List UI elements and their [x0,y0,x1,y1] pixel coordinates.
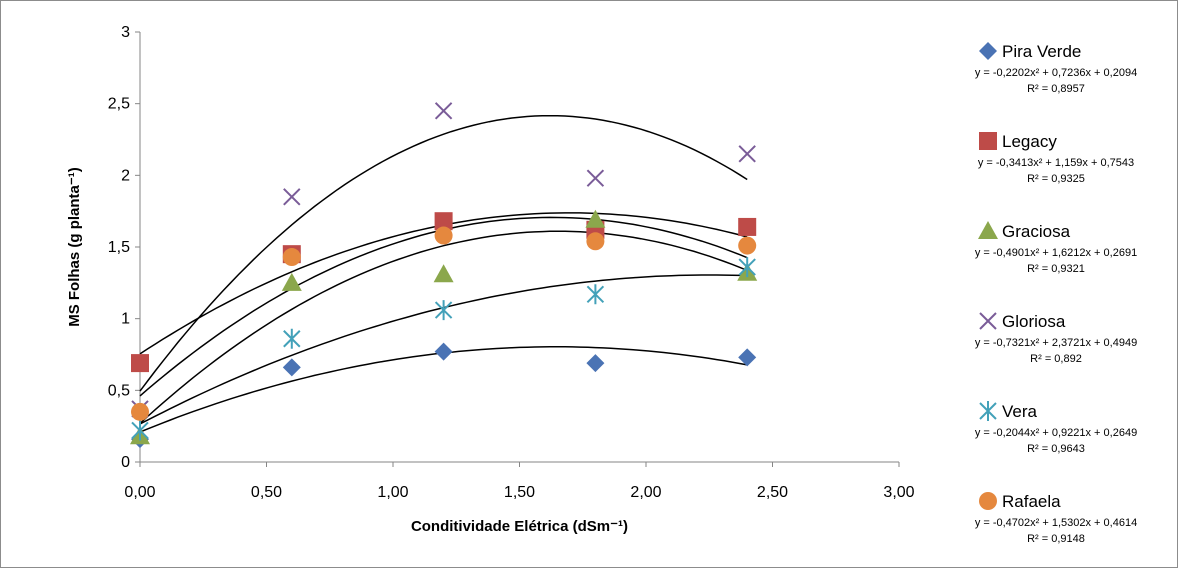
point-pira-verde [434,342,453,361]
legend-marker-rafaela [979,492,997,510]
point-legacy [131,354,149,373]
y-tick-label: 3 [121,24,130,41]
x-tick-label: 0,00 [124,484,155,501]
y-tick-label: 2,5 [108,96,130,113]
point-rafaela [738,236,757,255]
point-rafaela [586,232,605,251]
x-tick-label: 1,00 [377,484,408,501]
point-rafaela [131,402,149,421]
point-graciosa [281,272,302,291]
legend-r2: R² = 0,9148 [1027,533,1085,545]
legend-label: Legacy [1002,132,1057,151]
point-legacy [738,217,757,236]
y-axis-title: MS Folhas (g planta⁻¹) [66,167,83,327]
legend-equation: y = -0,3413x² + 1,159x + 0,7543 [978,157,1134,169]
legend-item-rafaela: Rafaela y = -0,4702x² + 1,5302x + 0,4614 R… [975,492,1137,545]
y-tick-label: 1,5 [108,239,130,256]
legend-equation: y = -0,7321x² + 2,3721x + 0,4949 [975,337,1137,349]
point-graciosa [585,209,606,228]
point-gloriosa [586,169,605,187]
legend-label: Pira Verde [1002,42,1081,61]
point-pira-verde [282,358,301,377]
y-tick-label: 0,5 [108,382,130,399]
point-vera [131,420,149,441]
legend-label: Vera [1002,402,1038,421]
legend-r2: R² = 0,892 [1030,353,1082,365]
legend-equation: y = -0,4702x² + 1,5302x + 0,4614 [975,517,1137,529]
x-tick-label: 2,50 [757,484,788,501]
y-tick-label: 2 [121,167,130,184]
y-tick-label: 1 [121,311,130,328]
legend-r2: R² = 0,9321 [1027,263,1085,275]
legend-label: Rafaela [1002,492,1061,511]
point-gloriosa [434,102,453,120]
axes: 0 0,5 1 1,5 2 2,5 3 0,00 0,50 1,00 1,50 2,00 2,50 3,0… [66,24,915,535]
point-graciosa [433,264,454,283]
legend-marker-graciosa [978,221,998,239]
legend-marker-gloriosa [979,312,997,330]
legend-item-legacy: Legacy y = -0,3413x² + 1,159x + 0,7543 R² … [978,132,1134,185]
y-tick-label: 0 [121,454,130,471]
legend: Pira Verde y = -0,2202x² + 0,7236x + 0,20… [975,42,1137,545]
x-tick-label: 1,50 [504,484,535,501]
point-gloriosa [738,145,756,163]
legend-equation: y = -0,2044x² + 0,9221x + 0,2649 [975,427,1137,439]
trendline-gloriosa [139,114,748,392]
point-pira-verde [738,348,757,367]
legend-item-graciosa: Graciosa y = -0,4901x² + 1,6212x + 0,2691… [975,221,1137,275]
data-points [130,102,758,449]
point-rafaela [434,226,453,245]
legend-r2: R² = 0,9325 [1027,173,1085,185]
x-tick-label: 0,50 [251,484,282,501]
x-axis-title: Conditividade Elétrica (dSm⁻¹) [411,518,628,535]
trendline-graciosa [139,230,748,424]
legend-r2: R² = 0,8957 [1027,83,1085,95]
legend-item-pira-verde: Pira Verde y = -0,2202x² + 0,7236x + 0,20… [975,42,1137,95]
legend-label: Gloriosa [1002,312,1066,331]
legend-item-gloriosa: Gloriosa y = -0,7321x² + 2,3721x + 0,4949… [975,312,1137,365]
legend-r2: R² = 0,9643 [1027,443,1085,455]
point-pira-verde [586,354,605,373]
x-tick-label: 3,00 [883,484,914,501]
point-vera [283,328,301,349]
legend-item-vera: Vera y = -0,2044x² + 0,9221x + 0,2649 R² =… [975,401,1137,455]
x-tick-label: 2,00 [630,484,661,501]
legend-marker-pira-verde [979,42,997,60]
point-vera [738,257,756,278]
legend-equation: y = -0,4901x² + 1,6212x + 0,2691 [975,247,1137,259]
point-legacy [434,212,453,231]
legend-equation: y = -0,2202x² + 0,7236x + 0,2094 [975,67,1137,79]
point-vera [434,300,453,321]
point-gloriosa [283,188,301,206]
point-rafaela [282,248,301,267]
legend-label: Graciosa [1002,222,1071,241]
legend-marker-vera [979,401,997,421]
point-vera [586,284,605,305]
legend-marker-legacy [979,132,997,150]
